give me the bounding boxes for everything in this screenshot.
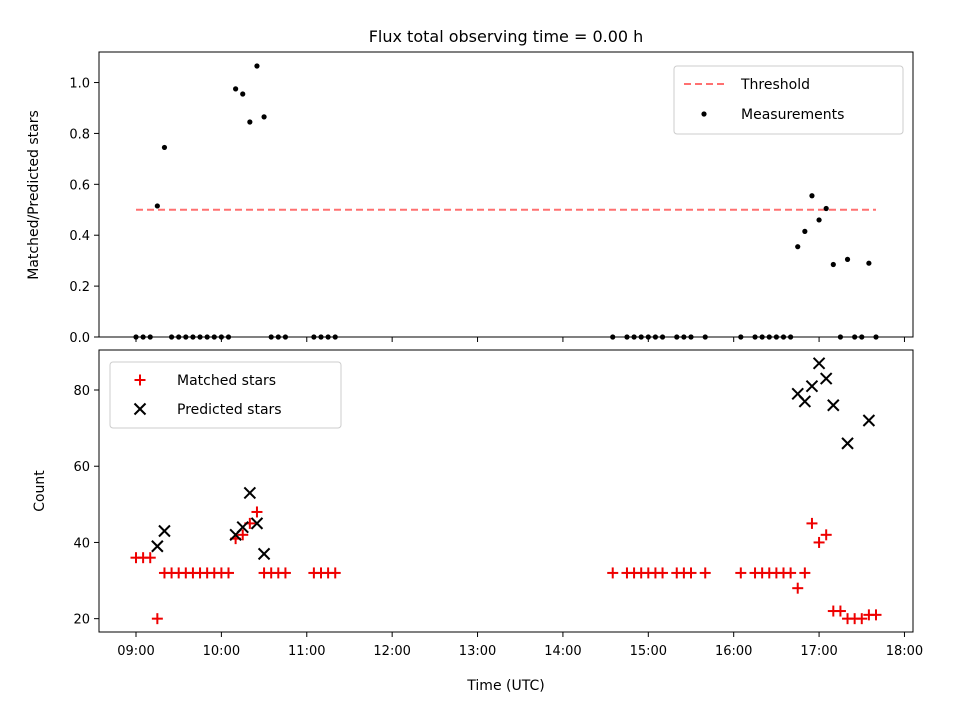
measurement-point xyxy=(161,144,168,151)
predicted-star-point xyxy=(862,414,876,427)
top-axes-frame xyxy=(98,51,914,338)
y-tick-label: 0.2 xyxy=(69,280,90,295)
matched-star-point xyxy=(735,567,747,579)
x-tick-label: 12:00 xyxy=(373,644,410,659)
measurement-point xyxy=(816,217,822,223)
bottom-x-ticks: 09:00 10:00 11:00 12:00 13:00 14:00 15:00 16:00… xyxy=(117,632,923,659)
top-panel: Flux total observing time = 0.00 h 0.00.… xyxy=(26,27,914,346)
matched-star-point xyxy=(792,582,804,594)
matched-star-point xyxy=(806,517,818,529)
x-tick-label: 14:00 xyxy=(544,644,581,659)
legend-matched-label: Matched stars xyxy=(177,373,276,389)
legend-measurements-label: Measurements xyxy=(741,107,844,123)
predicted-marker xyxy=(133,402,147,416)
matched-marker xyxy=(134,374,146,386)
x-tick-label: 16:00 xyxy=(715,644,752,659)
y-tick-label: 60 xyxy=(73,460,90,475)
matched-star-point xyxy=(856,613,868,625)
measurement-point xyxy=(240,91,246,97)
measurement-point xyxy=(802,228,808,234)
measurement-point xyxy=(844,256,851,262)
bottom-marks xyxy=(130,357,882,625)
predicted-star-point xyxy=(798,395,812,408)
legend-measurements-swatch xyxy=(701,111,707,117)
measurement-point xyxy=(795,244,801,250)
measurement-point xyxy=(809,193,815,199)
matched-star-point xyxy=(251,506,263,518)
measurement-point xyxy=(830,261,836,268)
x-tick-label: 13:00 xyxy=(459,644,496,659)
bottom-legend-box xyxy=(109,361,342,429)
predicted-star-point xyxy=(812,357,826,370)
x-tick-label: 18:00 xyxy=(886,644,923,659)
matched-star-point xyxy=(820,529,832,541)
matched-star-point xyxy=(279,567,291,579)
predicted-star-point xyxy=(151,540,164,553)
top-y-axis-label: Matched/Predicted stars xyxy=(26,110,42,280)
legend-predicted-label: Predicted stars xyxy=(177,402,282,418)
matched-star-point xyxy=(223,567,234,579)
matched-star-point xyxy=(785,567,797,579)
y-tick-label: 20 xyxy=(73,613,90,628)
top-legend-box xyxy=(673,65,904,135)
predicted-star-point xyxy=(257,547,271,561)
x-tick-label: 11:00 xyxy=(288,644,325,659)
predicted-star-point xyxy=(236,520,249,534)
predicted-star-point xyxy=(827,399,840,412)
matched-star-point xyxy=(834,605,846,617)
y-tick-label: 40 xyxy=(73,536,90,551)
x-axis-label: Time (UTC) xyxy=(466,678,544,694)
measurement-point xyxy=(254,63,260,69)
top-y-ticks: 0.0 0.2 0.4 0.6 0.8 1.0 xyxy=(69,77,99,346)
matched-star-point xyxy=(799,567,811,579)
bottom-y-axis-label: Count xyxy=(32,470,48,512)
predicted-star-point xyxy=(250,517,264,530)
bottom-axes-frame xyxy=(98,349,914,633)
bottom-y-ticks: 20 40 60 80 xyxy=(73,384,99,628)
matched-star-point xyxy=(607,567,619,579)
y-tick-label: 0.8 xyxy=(69,127,90,142)
matched-star-point xyxy=(699,567,711,579)
matched-star-point xyxy=(237,529,249,541)
matched-star-point xyxy=(657,567,669,579)
y-tick-label: 0.0 xyxy=(69,331,90,346)
matched-star-point xyxy=(685,567,697,579)
chart-title: Flux total observing time = 0.00 h xyxy=(369,27,644,46)
bottom-panel: 20 40 60 80 09:00 10:00 11:00 12:00 13:00 14:00 1… xyxy=(32,349,923,694)
x-tick-label: 15:00 xyxy=(630,644,667,659)
predicted-star-point xyxy=(805,379,819,393)
y-tick-label: 80 xyxy=(73,384,90,399)
measurement-point xyxy=(261,114,267,120)
bottom-legend: Matched stars Predicted stars xyxy=(109,361,342,429)
top-legend: Threshold Measurements xyxy=(673,65,904,135)
matched-star-point xyxy=(329,567,341,579)
legend-matched-swatch xyxy=(134,374,146,386)
measurement-point xyxy=(154,203,160,209)
legend-threshold-label: Threshold xyxy=(740,77,810,93)
predicted-star-point xyxy=(158,524,171,538)
y-tick-label: 1.0 xyxy=(69,77,90,92)
measurement-point xyxy=(247,119,253,125)
y-tick-label: 0.4 xyxy=(69,229,90,244)
predicted-star-point xyxy=(243,486,257,500)
x-tick-label: 17:00 xyxy=(800,644,837,659)
x-tick-label: 09:00 xyxy=(117,644,154,659)
matched-star-point xyxy=(144,552,156,564)
x-tick-label: 10:00 xyxy=(203,644,240,659)
y-tick-label: 0.6 xyxy=(69,178,90,193)
measurement-point xyxy=(866,260,872,266)
predicted-star-point xyxy=(819,372,833,385)
matched-star-point xyxy=(870,609,882,621)
measurement-point xyxy=(823,205,829,212)
legend-predicted-swatch xyxy=(133,402,147,416)
measurement-point xyxy=(233,86,239,92)
matched-star-point xyxy=(151,613,163,625)
matched-star-point xyxy=(813,536,825,548)
predicted-star-point xyxy=(841,437,854,450)
